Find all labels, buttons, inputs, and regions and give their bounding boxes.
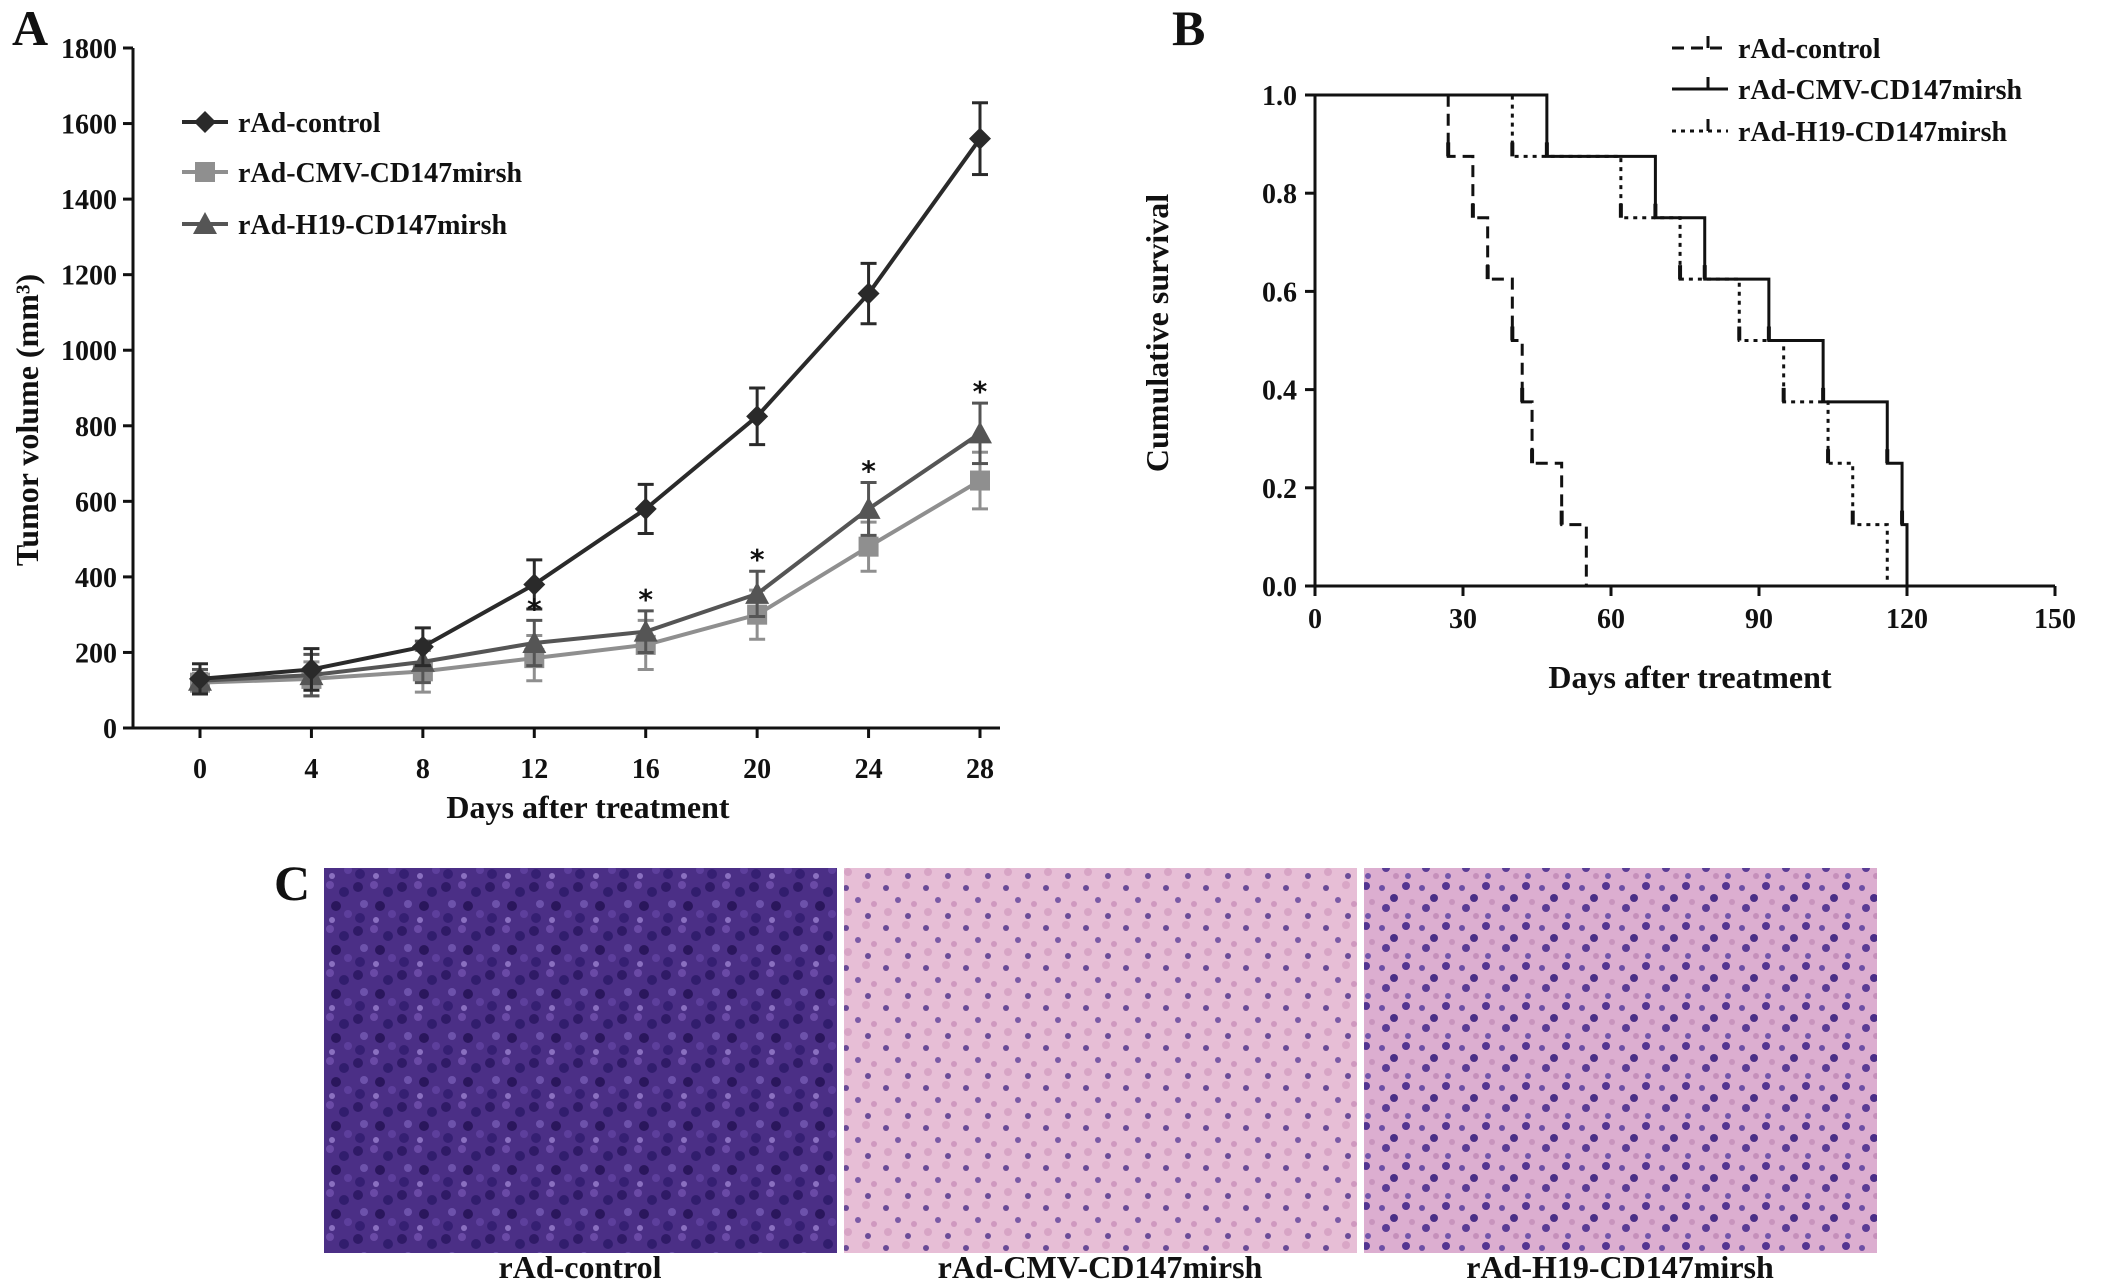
chart-a-x-tick-label: 8 [416, 754, 430, 785]
chart-b-legend: rAd-control rAd-CMV-CD147mirsh rAd-H19-CD1… [1672, 34, 2023, 148]
chart-b-x-tick-label: 0 [1308, 604, 1322, 635]
chart-b-series-0 [1315, 93, 1588, 586]
data-point [968, 421, 992, 444]
chart-b-x-tick-label: 90 [1745, 604, 1773, 635]
chart-b-y-tick-label: 0.0 [1262, 572, 1297, 603]
chart-b-x-tick-label: 120 [1886, 604, 1928, 635]
histology-caption-control: rAd-control [499, 1249, 662, 1280]
chart-a-x-tick-label: 16 [632, 754, 660, 785]
data-point [969, 127, 991, 150]
data-point [522, 631, 547, 653]
chart-a-axes: 0 200 400 600 800 1000 1200 1400 1600 1800 0 4 8 12 16… [61, 34, 1000, 785]
tumor-volume-chart: Tumor volume (mm³) Days after treatment … [9, 34, 1000, 825]
survival-curve [1315, 93, 1909, 586]
data-point [189, 667, 211, 690]
chart-a-y-tick-label: 1800 [61, 34, 117, 65]
data-point [746, 405, 769, 428]
chart-b-x-tick-label: 150 [2034, 604, 2076, 635]
chart-a-series-0 [189, 101, 991, 696]
chart-a-y-tick-label: 1000 [61, 336, 117, 367]
chart-a-x-tick-label: 24 [855, 754, 883, 785]
chart-a-y-tick-label: 1400 [61, 185, 117, 216]
legend-label: rAd-CMV-CD147mirsh [1738, 75, 2023, 106]
chart-a-y-tick-label: 1200 [61, 261, 117, 292]
chart-a-x-title: Days after treatment [446, 789, 730, 825]
legend-label: rAd-control [238, 108, 381, 139]
histology-image-cmv [844, 868, 1357, 1253]
significance-star: * [750, 543, 765, 576]
chart-b-y-tick-label: 0.8 [1262, 179, 1297, 210]
legend-label: rAd-CMV-CD147mirsh [238, 158, 523, 189]
survival-curve [1315, 93, 1588, 586]
panel-b-label: B [1172, 0, 1205, 56]
chart-a-y-tick-label: 1600 [61, 110, 117, 141]
chart-a-x-tick-label: 28 [966, 754, 994, 785]
legend-label: rAd-control [1738, 34, 1881, 65]
data-point [411, 635, 434, 658]
series-line [199, 478, 982, 685]
data-point [970, 470, 990, 491]
chart-b-series-1 [1315, 93, 1909, 586]
data-point [858, 536, 879, 557]
chart-a-legend: rAd-control rAd-CMV-CD147mirsh rAd-H19-CD1… [182, 108, 523, 241]
data-point [856, 496, 881, 519]
chart-b-series-2 [1315, 93, 1889, 586]
chart-a-x-tick-label: 4 [304, 754, 318, 785]
data-point [300, 658, 323, 681]
chart-a-series-2 [188, 401, 992, 698]
significance-star: * [638, 583, 653, 616]
chart-b-x-title: Days after treatment [1548, 659, 1832, 695]
chart-a-y-tick-label: 200 [75, 638, 117, 669]
chart-a-x-tick-label: 20 [743, 754, 771, 785]
chart-a-y-title: Tumor volume (mm³) [9, 274, 45, 566]
legend-marker [194, 111, 216, 133]
chart-b-series [1315, 93, 1909, 586]
chart-b-y-tick-label: 1.0 [1262, 81, 1297, 112]
data-point [857, 282, 880, 305]
data-point [523, 573, 546, 596]
chart-a-x-tick-label: 12 [520, 754, 548, 785]
chart-a-y-tick-label: 800 [75, 412, 117, 443]
chart-b-y-tick-label: 0.6 [1262, 277, 1297, 308]
legend-marker [193, 212, 217, 234]
chart-a-y-tick-label: 0 [103, 714, 117, 745]
legend-marker [195, 162, 215, 182]
panel-c-label: C [274, 855, 310, 911]
chart-b-axes: 0.0 0.2 0.4 0.6 0.8 1.0 0 30 60 90 120 150 [1262, 81, 2076, 635]
histology-caption-cmv: rAd-CMV-CD147mirsh [938, 1249, 1263, 1280]
chart-b-y-tick-label: 0.2 [1262, 474, 1297, 505]
panel-a-label: A [12, 0, 48, 56]
histology-panels: rAd-control rAd-CMV-CD147mirsh rAd-H19-C… [324, 868, 1877, 1280]
chart-b-x-tick-label: 30 [1449, 604, 1477, 635]
chart-b-x-tick-label: 60 [1597, 604, 1625, 635]
survival-chart: Cumulative survival Days after treatment… [1139, 34, 2076, 695]
data-point [634, 497, 657, 520]
significance-star: * [527, 592, 542, 625]
chart-a-x-tick-label: 0 [193, 754, 207, 785]
chart-a-y-tick-label: 600 [75, 487, 117, 518]
significance-star: * [973, 375, 988, 408]
series-line [199, 431, 982, 683]
data-point [745, 581, 770, 604]
significance-star: * [861, 454, 876, 487]
histology-caption-h19: rAd-H19-CD147mirsh [1466, 1249, 1774, 1280]
histology-image-h19 [1364, 868, 1877, 1253]
chart-a-y-tick-label: 400 [75, 563, 117, 594]
legend-label: rAd-H19-CD147mirsh [1738, 117, 2008, 148]
data-point [633, 619, 658, 642]
chart-b-y-tick-label: 0.4 [1262, 376, 1297, 407]
chart-b-y-title: Cumulative survival [1139, 194, 1175, 472]
chart-a-series: * * * * * [188, 101, 992, 698]
legend-label: rAd-H19-CD147mirsh [238, 210, 508, 241]
histology-image-control [324, 868, 837, 1253]
series-line [199, 137, 982, 681]
